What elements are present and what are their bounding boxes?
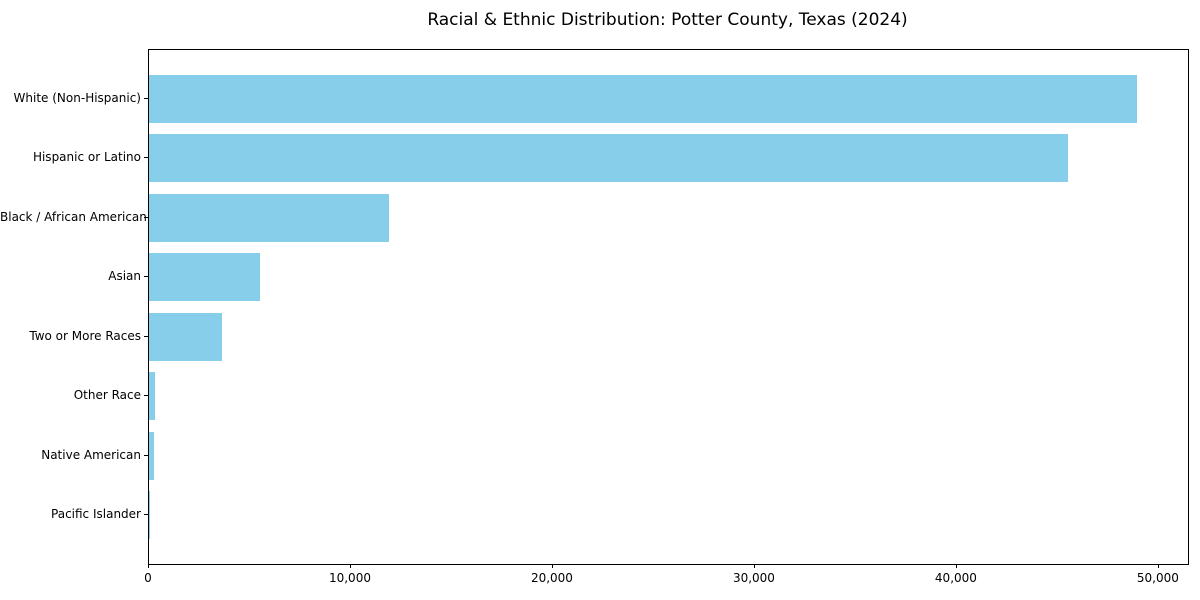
y-tick-label-two-or-more-races: Two or More Races	[29, 328, 141, 343]
x-tick-label-10-000: 10,000	[328, 571, 371, 585]
x-tick-mark	[753, 564, 755, 568]
y-tick-label-hispanic-or-latino: Hispanic or Latino	[32, 150, 141, 164]
y-tick-label-pacific-islander: Pacific Islander	[51, 507, 141, 521]
y-tick-label-asian: Asian	[108, 269, 141, 283]
y-tick-label-black-african-american: Black / African American	[0, 209, 147, 224]
x-tick-label-20-000: 20,000	[530, 571, 573, 585]
x-tick-mark	[148, 564, 149, 568]
y-tick-mark	[144, 216, 148, 218]
x-tick-mark	[955, 564, 957, 568]
bar-black-african-american	[149, 193, 390, 242]
y-tick-mark	[144, 276, 148, 277]
y-tick-mark	[144, 395, 148, 396]
bar-white-non-hispanic	[149, 74, 1137, 123]
plot-area	[148, 49, 1189, 565]
y-tick-mark	[144, 514, 148, 515]
bar-native-american	[149, 431, 155, 480]
bar-asian	[149, 253, 261, 301]
y-tick-label-white-non-hispanic: White (Non-Hispanic)	[13, 90, 141, 105]
bar-pacific-islander	[149, 491, 151, 539]
y-tick-mark	[144, 97, 148, 99]
x-tick-mark	[349, 564, 351, 568]
bar-other-race	[149, 372, 156, 420]
x-tick-label-0: 0	[144, 571, 152, 585]
x-tick-label-40-000: 40,000	[934, 571, 977, 585]
y-tick-mark	[144, 454, 148, 456]
x-tick-label-50-000: 50,000	[1136, 571, 1179, 585]
x-tick-mark	[551, 564, 553, 568]
y-tick-mark	[144, 157, 148, 158]
bar-two-or-more-races	[149, 312, 222, 361]
x-tick-label-30-000: 30,000	[732, 571, 775, 585]
x-tick-mark	[1157, 564, 1159, 568]
chart-title: Racial & Ethnic Distribution: Potter Cou…	[427, 10, 908, 30]
y-tick-mark	[144, 335, 148, 337]
y-tick-label-other-race: Other Race	[73, 388, 141, 402]
y-tick-label-native-american: Native American	[41, 447, 141, 462]
bar-hispanic-or-latino	[149, 134, 1069, 182]
